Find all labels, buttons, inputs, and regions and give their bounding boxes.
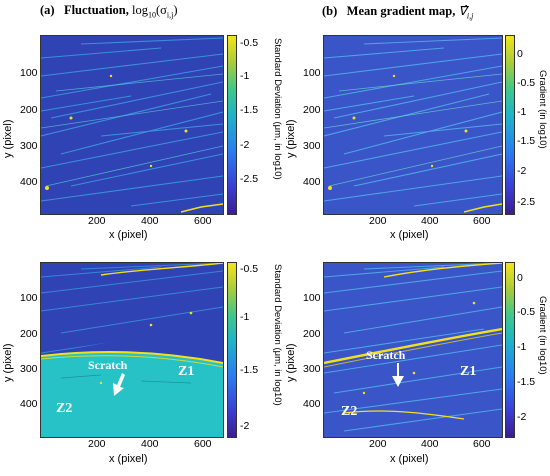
cbtick-bl-3: -2	[240, 420, 250, 432]
cbtick-br-2: -1	[517, 341, 527, 353]
ytick-tr-400: 400	[303, 176, 321, 188]
xlabel-bl: x (pixel)	[109, 453, 148, 465]
colorbar-br-label: Gradient (in log10)	[537, 296, 548, 375]
xtick-tl-200: 200	[88, 215, 106, 227]
cbtick-br-3: -1.5	[517, 376, 536, 388]
cbtick-tr-1: -0.5	[517, 77, 536, 89]
panel-a-math: log10(σi,j)	[132, 3, 178, 20]
annotation-scratch-bl: Scratch	[88, 358, 128, 372]
ytick-tl-400: 400	[20, 176, 38, 188]
cbtick-bl-2: -1.5	[240, 364, 259, 376]
heatmap-bottom-right-svg	[324, 263, 502, 437]
xtick-tl-400: 400	[141, 215, 159, 227]
colorbar-tr-label: Gradient (in log10)	[537, 70, 548, 149]
colorbar-br	[505, 262, 515, 438]
heatmap-bottom-left	[40, 262, 224, 438]
panel-b-title: (b) Mean gradient map, ∇̂i,j	[322, 3, 473, 21]
heatmap-bottom-left-svg	[41, 263, 223, 437]
panel-b-text: Mean gradient map,	[346, 4, 456, 18]
xtick-tr-600: 600	[473, 215, 491, 227]
ytick-tl-300: 300	[20, 140, 38, 152]
cbtick-tl-0: -0.5	[240, 37, 259, 49]
cbtick-br-1: -0.5	[517, 306, 536, 318]
colorbar-tr	[505, 35, 515, 215]
annotation-z1-bl: Z1	[178, 364, 195, 379]
xtick-tr-200: 200	[369, 215, 387, 227]
cbtick-tl-1: -1	[240, 70, 250, 82]
xtick-tr-400: 400	[421, 215, 439, 227]
ytick-tl-100: 100	[20, 67, 38, 79]
cbtick-tr-0: 0	[517, 48, 523, 60]
cbtick-bl-0: -0.5	[240, 263, 259, 275]
xlabel-br: x (pixel)	[390, 453, 429, 465]
ylabel-bl: y (pixel)	[2, 343, 14, 382]
ytick-bl-400: 400	[20, 398, 38, 410]
cbtick-bl-1: -1	[240, 311, 250, 323]
heatmap-bottom-right	[323, 262, 503, 438]
cbtick-br-0: 0	[517, 272, 523, 284]
xtick-bl-200: 200	[88, 438, 106, 450]
colorbar-tl-label: Standard Deviation (μm, in log10)	[272, 38, 283, 180]
xlabel-tr: x (pixel)	[390, 229, 429, 241]
ylabel-br: y (pixel)	[285, 343, 297, 382]
xtick-bl-600: 600	[194, 438, 212, 450]
cbtick-tr-2: -1	[517, 106, 527, 118]
heatmap-top-right-svg	[324, 36, 502, 214]
colorbar-bl	[227, 262, 237, 438]
ytick-tr-200: 200	[303, 104, 321, 116]
ytick-br-300: 300	[303, 363, 321, 375]
panel-b-label: (b)	[322, 4, 338, 18]
panel-a-text: Fluctuation,	[63, 3, 129, 17]
colorbar-bl-label: Standard Deviation (μm, in log10)	[272, 264, 283, 406]
ylabel-tl: y (pixel)	[2, 119, 14, 158]
ytick-tr-300: 300	[303, 140, 321, 152]
xlabel-tl: x (pixel)	[109, 229, 148, 241]
ytick-bl-200: 200	[20, 328, 38, 340]
panel-a-label: (a)	[40, 3, 55, 17]
annotation-z2-br: Z2	[341, 404, 358, 419]
cbtick-tr-5: -2.5	[517, 196, 536, 208]
panel-b-math: ∇̂i,j	[458, 4, 474, 21]
colorbar-tl	[227, 35, 237, 215]
ylabel-tr: y (pixel)	[285, 119, 297, 158]
cbtick-tl-3: -2	[240, 139, 250, 151]
cbtick-tl-2: -1.5	[240, 104, 259, 116]
xtick-br-200: 200	[369, 438, 387, 450]
annotation-scratch-br: Scratch	[366, 348, 406, 362]
xtick-tl-600: 600	[194, 215, 212, 227]
ytick-bl-100: 100	[20, 292, 38, 304]
xtick-br-600: 600	[473, 438, 491, 450]
ytick-br-400: 400	[303, 398, 321, 410]
ytick-br-200: 200	[303, 328, 321, 340]
heatmap-top-left	[40, 35, 224, 215]
arrow-icon	[392, 363, 404, 387]
arrow-icon	[113, 373, 125, 396]
ytick-tr-100: 100	[303, 67, 321, 79]
cbtick-tr-3: -1.5	[517, 135, 536, 147]
annotation-z2-bl: Z2	[56, 401, 73, 416]
cbtick-br-4: -2	[517, 411, 527, 423]
cbtick-tr-4: -2	[517, 165, 527, 177]
xtick-bl-400: 400	[141, 438, 159, 450]
ytick-br-100: 100	[303, 292, 321, 304]
ytick-tl-200: 200	[20, 104, 38, 116]
annotation-z1-br: Z1	[460, 364, 477, 379]
panel-a-title: (a) Fluctuation, log10(σi,j)	[40, 3, 178, 20]
heatmap-top-left-svg	[41, 36, 223, 214]
ytick-bl-300: 300	[20, 363, 38, 375]
cbtick-tl-4: -2.5	[240, 173, 259, 185]
xtick-br-400: 400	[421, 438, 439, 450]
heatmap-top-right	[323, 35, 503, 215]
